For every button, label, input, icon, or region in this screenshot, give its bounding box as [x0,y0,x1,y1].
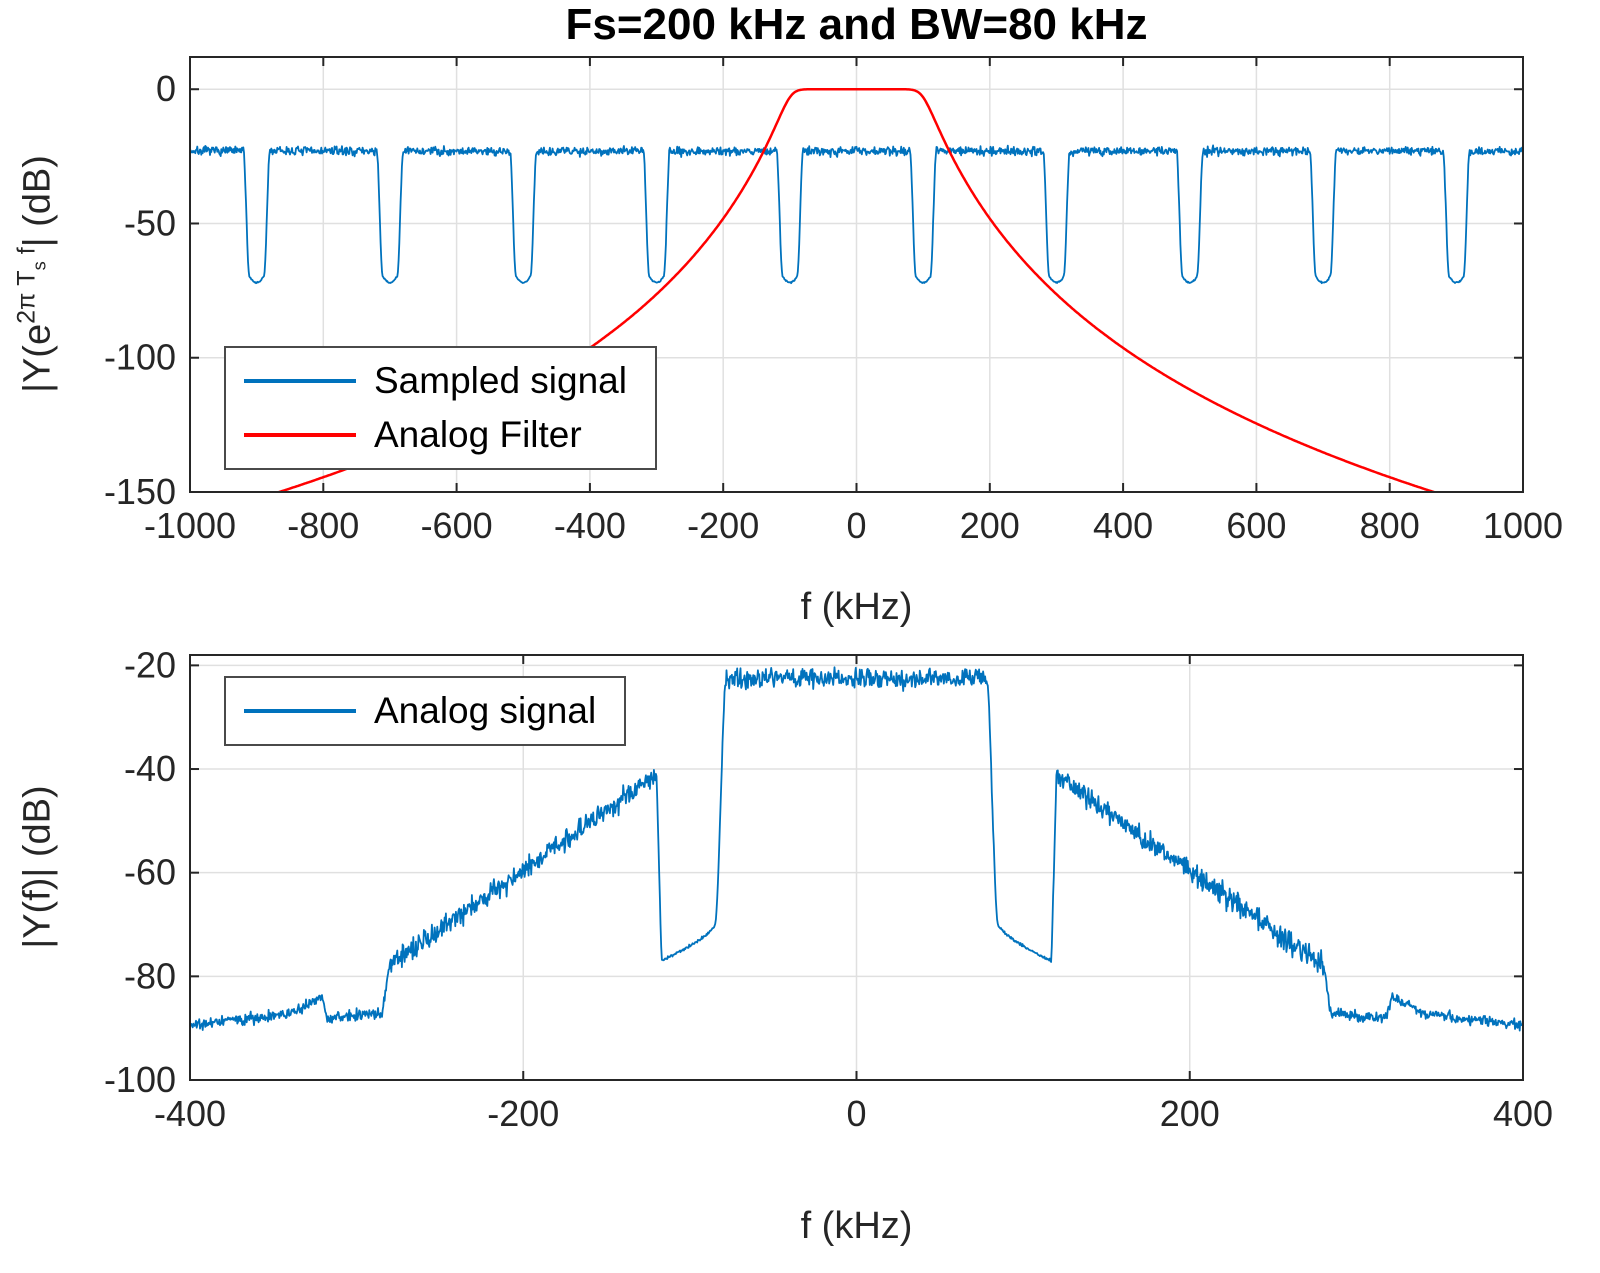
series-analog-signal [190,666,1523,1032]
y-tick-label: -80 [124,955,176,996]
figure-title: Fs=200 kHz and BW=80 kHz [565,0,1148,49]
y-tick-label: -40 [124,748,176,789]
bottom-plot: -400 -200 0 200 400 -20 -40 -60 -80 -100 [104,644,1553,1134]
y-tick-label: -150 [104,471,176,512]
ylabel-part: 2π T [12,270,41,324]
x-tick-label: 200 [960,505,1020,546]
x-tick-label: -800 [287,505,359,546]
y-tick-label: -20 [124,644,176,685]
x-tick-label: 200 [1160,1093,1220,1134]
x-tick-label: -400 [154,1093,226,1134]
x-tick-label: 0 [846,1093,866,1134]
bottom-legend: Analog signal [224,676,627,746]
legend-line-sample [244,379,356,383]
legend-label: Sampled signal [374,360,627,401]
y-tick-label: -50 [124,202,176,243]
legend-line-sample [244,433,356,437]
y-tick-label: -100 [104,337,176,378]
series-sampled-signal [190,144,1523,285]
x-tick-label: -200 [687,505,759,546]
x-tick-label: -400 [554,505,626,546]
legend-entry-sampled-signal: Sampled signal [244,356,627,406]
bottom-x-axis-label: f (kHz) [800,1205,913,1247]
tick-marks [189,655,1524,1081]
top-x-axis-label: f (kHz) [800,586,913,628]
tick-labels: -1000 -800 -600 -400 -200 0 200 400 600 800 1000 0 -… [104,68,1563,546]
x-tick-label: 0 [846,505,866,546]
series-group [190,666,1523,1032]
ylabel-part: f [12,247,41,262]
x-tick-label: 400 [1093,505,1153,546]
ylabel-part: s [28,261,50,271]
top-plot: -1000 -800 -600 -400 -200 0 200 400 600 800 1000 0 -… [104,56,1563,546]
x-tick-label: 800 [1360,505,1420,546]
ylabel-part: |Y(e [16,323,59,393]
y-tick-label: -60 [124,852,176,893]
legend-label: Analog signal [374,690,597,731]
legend-entry-analog-signal: Analog signal [244,686,596,736]
legend-label: Analog Filter [374,414,582,455]
x-tick-label: -200 [487,1093,559,1134]
tick-marks [189,57,1524,493]
x-tick-label: 1000 [1483,505,1563,546]
x-tick-label: -1000 [144,505,236,546]
tick-labels: -400 -200 0 200 400 -20 -40 -60 -80 -100 [104,644,1553,1134]
x-tick-label: 400 [1493,1093,1553,1134]
top-legend: Sampled signal Analog Filter [224,346,657,470]
ylabel-part: | (dB) [16,155,59,248]
legend-line-sample [244,709,356,713]
y-tick-label: 0 [156,68,176,109]
bottom-y-axis-label: |Y(f)| (dB) [16,785,59,949]
x-tick-label: -600 [421,505,493,546]
y-tick-label: -100 [104,1059,176,1100]
legend-entry-analog-filter: Analog Filter [244,410,627,460]
top-y-axis-label: |Y(e2π Ts f| (dB) [12,155,60,393]
x-tick-label: 600 [1226,505,1286,546]
